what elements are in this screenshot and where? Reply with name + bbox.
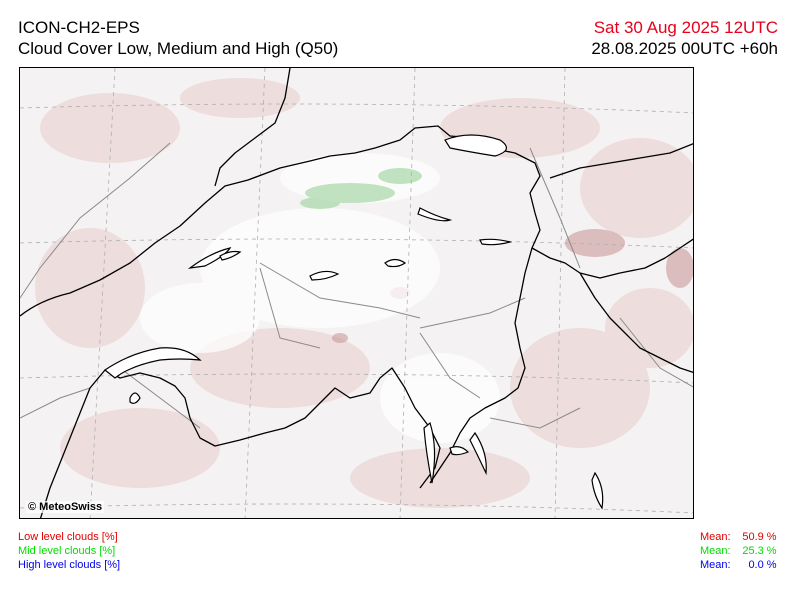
product-title: Cloud Cover Low, Medium and High (Q50): [18, 39, 339, 58]
legend-low-mean: Mean: 50.9 %: [700, 531, 777, 544]
run-time: 28.08.2025 00UTC +60h: [591, 39, 778, 58]
lake-annecy: [129, 392, 141, 404]
legend-low-mean-label: Mean:: [700, 531, 731, 543]
low-cloud-patches: [35, 78, 693, 508]
legend-mid-mean: Mean: 25.3 %: [700, 545, 777, 558]
legend-low-label: Low level clouds [%]: [18, 531, 118, 543]
lakes: [103, 134, 604, 510]
lake-maggiore: [423, 421, 436, 484]
legend-mid-label: Mid level clouds [%]: [18, 545, 116, 557]
legend-mid-mean-label: Mean:: [700, 545, 731, 557]
lake-lucerne: [384, 258, 407, 268]
lake-biel: [219, 250, 242, 261]
model-title: ICON-CH2-EPS: [18, 18, 140, 37]
legend-low-mean-value: 50.9 %: [742, 531, 777, 543]
legend-high-mean-value: 0.0 %: [748, 559, 777, 571]
legend-mid-mean-value: 25.3 %: [742, 545, 777, 557]
forecast-map: © MeteoSwiss: [19, 67, 694, 519]
regional-borders: [20, 142, 693, 429]
valid-time: Sat 30 Aug 2025 12UTC: [593, 18, 778, 37]
national-borders: [20, 68, 693, 518]
mid-cloud-patches: [300, 168, 422, 209]
lake-zurich: [417, 207, 453, 222]
lake-lugano: [449, 446, 470, 456]
lake-geneva: [103, 347, 202, 379]
legend-high-label: High level clouds [%]: [18, 559, 121, 571]
copyright-label: © MeteoSwiss: [26, 501, 105, 513]
legend-high-mean-label: Mean:: [700, 559, 731, 571]
lake-thun-brienz: [309, 270, 340, 281]
lake-walen: [479, 238, 513, 246]
legend-high-mean: Mean: 0.0 %: [700, 559, 777, 572]
graticule: [20, 68, 693, 518]
map-canvas: [20, 68, 693, 518]
lake-neuchatel: [187, 247, 232, 269]
lake-constance: [444, 134, 507, 157]
lake-garda: [591, 471, 604, 510]
lake-como: [469, 431, 487, 476]
